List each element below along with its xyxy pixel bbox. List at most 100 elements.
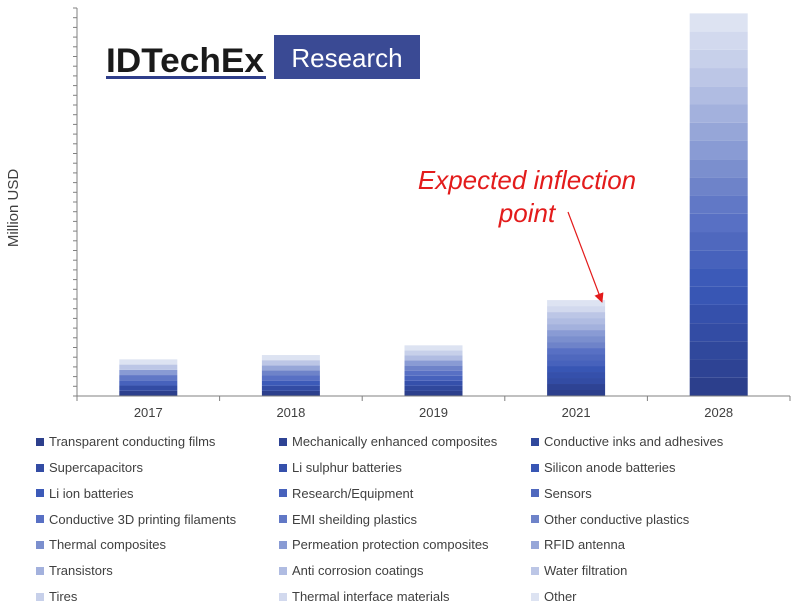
legend-label: Transistors bbox=[49, 563, 113, 579]
bar-segment bbox=[404, 380, 463, 386]
x-tick-labels: 2017 2018 2019 2021 2028 bbox=[134, 405, 733, 420]
legend-label: Silicon anode batteries bbox=[544, 460, 676, 476]
bar-segment bbox=[404, 385, 463, 391]
bar-segment bbox=[689, 31, 748, 50]
legend-label: Li sulphur batteries bbox=[292, 460, 402, 476]
x-tick-label: 2017 bbox=[134, 405, 163, 420]
bar-segment bbox=[547, 336, 606, 343]
bar-segment bbox=[261, 375, 320, 381]
legend-item: Li ion batteries bbox=[36, 484, 279, 504]
bar-segment bbox=[547, 366, 606, 373]
legend-item: Silicon anode batteries bbox=[531, 458, 791, 478]
bar-segment bbox=[261, 390, 320, 396]
annotation-line-1: Expected inflection bbox=[418, 165, 636, 195]
bar-segment bbox=[689, 341, 748, 360]
legend-swatch bbox=[531, 540, 539, 549]
bar-segment bbox=[119, 380, 178, 386]
bar-segment bbox=[261, 355, 320, 361]
x-tick-label: 2021 bbox=[562, 405, 591, 420]
bar-segment bbox=[689, 49, 748, 69]
legend-swatch bbox=[36, 540, 44, 549]
legend-swatch bbox=[279, 540, 287, 549]
legend-label: Other bbox=[544, 589, 577, 605]
bar-segment bbox=[689, 377, 748, 396]
legend-label: Conductive 3D printing filaments bbox=[49, 511, 237, 527]
bar-segment bbox=[261, 380, 320, 386]
bar-segment bbox=[547, 312, 606, 319]
bar-segment bbox=[547, 360, 606, 367]
legend-swatch bbox=[531, 489, 539, 498]
bar-segment bbox=[404, 390, 463, 396]
legend-swatch bbox=[279, 489, 287, 498]
logo-research-box bbox=[274, 35, 420, 79]
bar-segment bbox=[689, 250, 748, 269]
bar-segment bbox=[404, 355, 463, 361]
bar-segment bbox=[689, 159, 748, 178]
legend-label: Transparent conducting films bbox=[49, 434, 216, 450]
legend-label: Thermal composites bbox=[49, 537, 167, 553]
legend-label: Li ion batteries bbox=[49, 485, 134, 501]
legend-item: Water filtration bbox=[531, 561, 791, 581]
legend-item: Tires bbox=[36, 587, 279, 607]
legend-item: Thermal composites bbox=[36, 535, 279, 555]
bar-segment bbox=[547, 378, 606, 385]
legend-swatch bbox=[36, 489, 44, 498]
legend-item: Li sulphur batteries bbox=[279, 458, 531, 478]
annotation-line-2: point bbox=[498, 198, 557, 228]
legend-item: Anti corrosion coatings bbox=[279, 561, 531, 581]
legend-label: Supercapacitors bbox=[49, 460, 143, 476]
legend-label: Water filtration bbox=[544, 563, 628, 579]
legend-swatch bbox=[36, 437, 44, 446]
annotation: Expected inflection point bbox=[418, 165, 636, 303]
legend-swatch bbox=[36, 515, 44, 524]
legend-label: Other conductive plastics bbox=[544, 511, 690, 527]
y-ticks bbox=[73, 7, 77, 397]
bar-segment bbox=[119, 364, 178, 370]
legend-item: Conductive inks and adhesives bbox=[531, 432, 791, 452]
legend-label: RFID antenna bbox=[544, 537, 625, 553]
bar-segment bbox=[547, 324, 606, 331]
legend-item: Thermal interface materials bbox=[279, 587, 531, 607]
bar-segment bbox=[547, 390, 606, 396]
bar-segment bbox=[547, 354, 606, 361]
bar-segment bbox=[119, 369, 178, 376]
legend-swatch bbox=[531, 592, 539, 601]
legend-label: Mechanically enhanced composites bbox=[292, 434, 498, 450]
bar-segment bbox=[119, 359, 178, 365]
legend-item: Other bbox=[531, 587, 791, 607]
legend-item: RFID antenna bbox=[531, 535, 791, 555]
bar-segment bbox=[404, 365, 463, 371]
bar-segment bbox=[689, 104, 748, 123]
legend-item: Transparent conducting films bbox=[36, 432, 279, 452]
x-tick-label: 2018 bbox=[276, 405, 305, 420]
bar-segment bbox=[689, 140, 748, 160]
bar-segment bbox=[689, 232, 748, 251]
bar-segment bbox=[404, 345, 463, 351]
bar-segment bbox=[547, 348, 606, 355]
legend-item: Other conductive plastics bbox=[531, 509, 791, 529]
legend-label: Tires bbox=[49, 589, 78, 605]
legend-swatch bbox=[36, 592, 44, 601]
legend-item: Research/Equipment bbox=[279, 484, 531, 504]
bar-segment bbox=[689, 323, 748, 342]
annotation-arrow bbox=[567, 211, 604, 303]
bar-segment bbox=[689, 268, 748, 287]
legend-item: EMI sheilding plastics bbox=[279, 509, 531, 529]
legend-swatch bbox=[36, 463, 44, 472]
logo-brand-text: IDTechEx bbox=[106, 42, 264, 80]
y-axis-label: Million USD bbox=[5, 169, 22, 248]
legend-swatch bbox=[36, 566, 44, 575]
bar-segment bbox=[689, 304, 748, 324]
bar-segment bbox=[689, 213, 748, 233]
bar-segment bbox=[689, 359, 748, 378]
bar-segment bbox=[404, 360, 463, 366]
bar-segment bbox=[119, 375, 178, 381]
bar-segment bbox=[547, 330, 606, 337]
bar-segment bbox=[547, 342, 606, 349]
legend-swatch bbox=[279, 566, 287, 575]
legend-label: Anti corrosion coatings bbox=[292, 563, 424, 579]
bar-segment bbox=[119, 390, 178, 396]
legend-swatch bbox=[279, 592, 287, 601]
bar-segment bbox=[404, 350, 463, 356]
bar-segment bbox=[689, 122, 748, 141]
